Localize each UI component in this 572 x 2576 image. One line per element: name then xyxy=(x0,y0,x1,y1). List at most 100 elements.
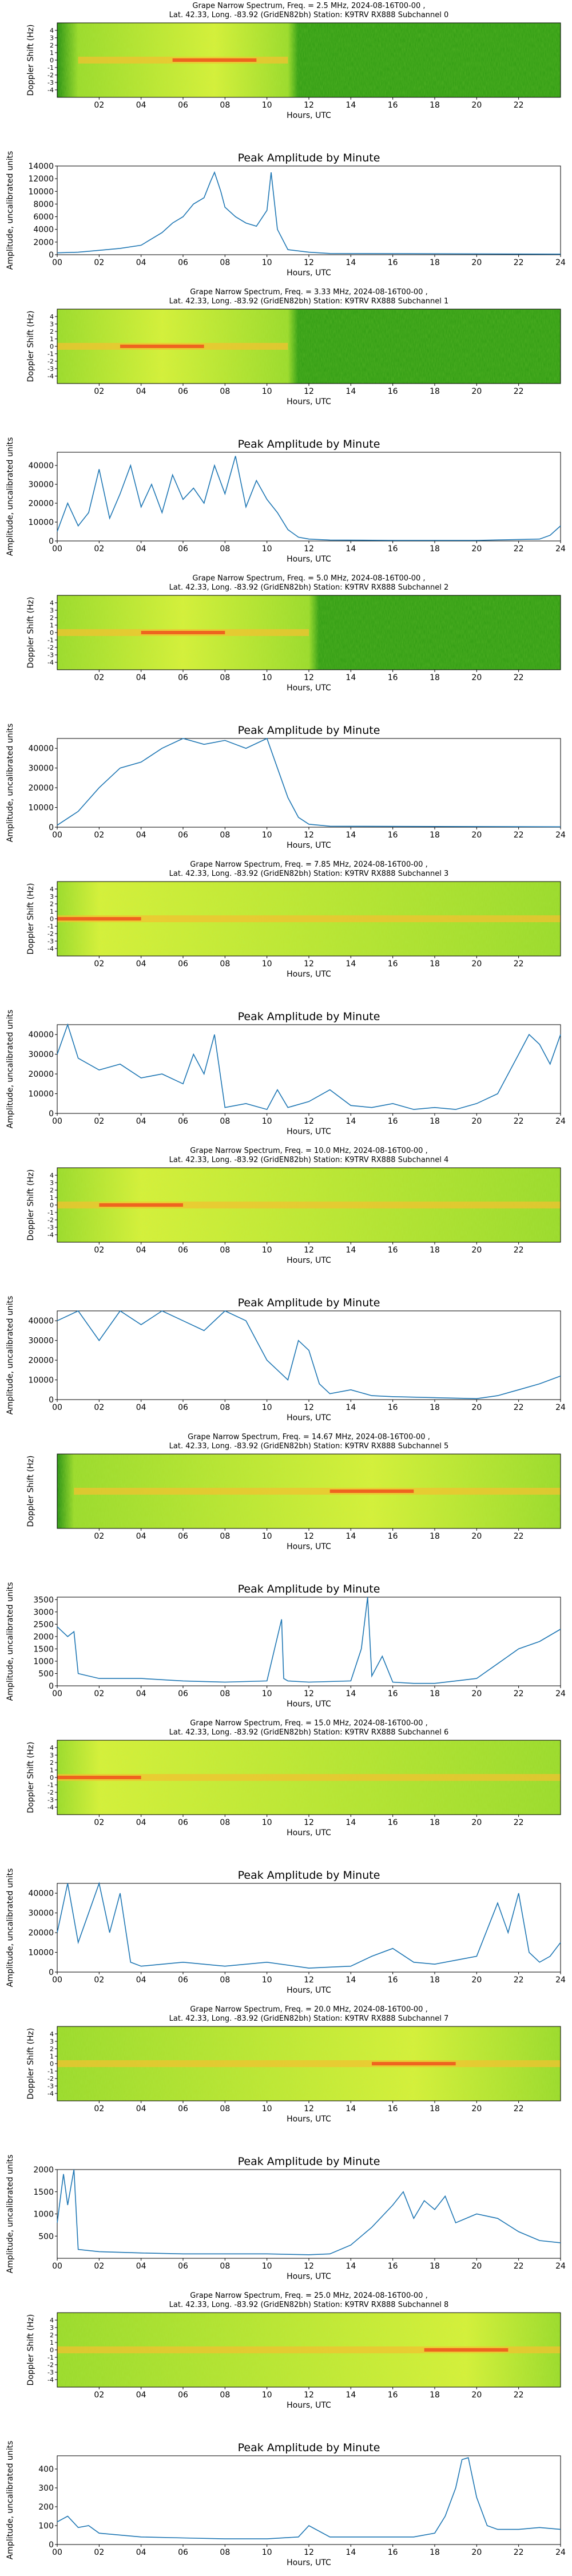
amplitude-ytick-label: 10000 xyxy=(28,187,54,196)
spectrum-xtick-label: 02 xyxy=(94,2104,104,2113)
amplitude-xtick-label: 02 xyxy=(94,258,104,267)
doppler-peak-band xyxy=(329,1490,414,1493)
amplitude-frame xyxy=(57,165,561,255)
spectrum-xtick-label: 18 xyxy=(430,2391,440,2400)
spectrum-ytick-label: 0 xyxy=(50,1774,54,1781)
spectrum-xtick-label: 18 xyxy=(430,101,440,110)
spectrum-ytick-label: 2 xyxy=(50,900,54,908)
spectrum-caption: Lat. 42.33, Long. -83.92 (GridEN82bh) St… xyxy=(169,1728,449,1737)
doppler-peak-band xyxy=(141,631,225,634)
amplitude-xtick-label: 04 xyxy=(136,1689,146,1698)
amplitude-xtick-label: 20 xyxy=(471,2262,482,2271)
spectrum-ytick-label: 2 xyxy=(50,614,54,622)
spectrum-ylabel: Doppler Shift (Hz) xyxy=(26,1456,35,1527)
amplitude-ytick-label: 0 xyxy=(49,537,54,546)
spectrum-xtick-label: 14 xyxy=(345,2391,356,2400)
spectrum-ylabel: Doppler Shift (Hz) xyxy=(26,1742,35,1814)
amplitude-xtick-label: 02 xyxy=(94,2262,104,2271)
amplitude-series-line xyxy=(57,1882,561,1969)
amplitude-xtick-label: 08 xyxy=(220,1689,230,1698)
spectrum-xtick-label: 02 xyxy=(94,1246,104,1255)
spectrum-ytick-label: -3 xyxy=(47,365,54,373)
amplitude-ytick-label: 100 xyxy=(38,2522,54,2531)
spectrum-xtick-label: 12 xyxy=(304,2104,314,2113)
amplitude-xtick-label: 00 xyxy=(52,1976,62,1985)
amplitude-title: Peak Amplitude by Minute xyxy=(238,1297,380,1309)
spectrum-xlabel: Hours, UTC xyxy=(287,397,331,406)
amplitude-series-line xyxy=(57,2169,561,2255)
amplitude-xtick-label: 14 xyxy=(345,1976,356,1985)
spectrum-xlabel: Hours, UTC xyxy=(287,2115,331,2124)
spectrum-xtick-label: 12 xyxy=(304,387,314,396)
amplitude-xtick-label: 14 xyxy=(345,2548,356,2557)
amplitude-xtick-label: 20 xyxy=(471,1403,482,1412)
amplitude-frame xyxy=(57,1597,561,1686)
spectrum-ytick-label: -1 xyxy=(47,923,54,930)
spectrum-xtick-label: 14 xyxy=(345,101,356,110)
doppler-peak-band xyxy=(57,1776,141,1779)
spectrum-xtick-label: 16 xyxy=(388,1532,398,1541)
spectrum-xtick-label: 14 xyxy=(345,673,356,682)
amplitude-xlabel: Hours, UTC xyxy=(287,1413,331,1423)
amplitude-xtick-label: 22 xyxy=(514,2548,524,2557)
spectrum-xtick-label: 02 xyxy=(94,1532,104,1541)
amplitude-xtick-label: 02 xyxy=(94,1689,104,1698)
amplitude-xlabel: Hours, UTC xyxy=(287,1127,331,1136)
amplitude-title: Peak Amplitude by Minute xyxy=(238,1583,380,1595)
spectrum-ytick-label: 1 xyxy=(50,2339,54,2346)
amplitude-xtick-label: 06 xyxy=(178,1976,188,1985)
amplitude-xtick-label: 02 xyxy=(94,544,104,554)
spectrum-xtick-label: 16 xyxy=(388,1246,398,1255)
spectrum-ytick-label: 1 xyxy=(50,622,54,629)
spectrum-caption: Lat. 42.33, Long. -83.92 (GridEN82bh) St… xyxy=(169,297,449,306)
spectrum-xtick-label: 02 xyxy=(94,673,104,682)
spectrum-xtick-label: 22 xyxy=(514,2391,524,2400)
spectrum-title: Grape Narrow Spectrum, Freq. = 14.67 MHz… xyxy=(188,1433,430,1441)
spectrum-ytick-label: 0 xyxy=(50,1202,54,1209)
subchannel-3-panels: Grape Narrow Spectrum, Freq. = 7.85 MHz,… xyxy=(6,860,566,1136)
spectrum-ytick-label: -1 xyxy=(47,637,54,644)
amplitude-xtick-label: 02 xyxy=(94,1403,104,1412)
amplitude-ytick-label: 2000 xyxy=(33,2166,54,2175)
amplitude-xtick-label: 12 xyxy=(304,2548,314,2557)
spectrum-ytick-label: 1 xyxy=(50,1767,54,1774)
amplitude-ytick-label: 20000 xyxy=(28,1356,54,1365)
spectrum-xtick-label: 20 xyxy=(471,1532,482,1541)
spectrum-ytick-label: 4 xyxy=(50,599,54,607)
spectrum-ytick-label: -3 xyxy=(47,938,54,945)
amplitude-xtick-label: 10 xyxy=(262,2262,272,2271)
amplitude-ylabel: Amplitude, uncalibrated units xyxy=(6,151,15,270)
spectrum-ytick-label: 4 xyxy=(50,27,54,34)
amplitude-xtick-label: 16 xyxy=(388,544,398,554)
spectrum-ytick-label: -4 xyxy=(47,945,54,953)
spectrum-xtick-label: 18 xyxy=(430,959,440,969)
spectrum-ytick-label: 1 xyxy=(50,908,54,915)
spectrum-xlabel: Hours, UTC xyxy=(287,2401,331,2410)
spectrum-xtick-label: 22 xyxy=(514,1532,524,1541)
amplitude-xtick-label: 08 xyxy=(220,2262,230,2271)
spectrum-xtick-label: 06 xyxy=(178,1532,188,1541)
spectrum-xtick-label: 16 xyxy=(388,1818,398,1827)
spectrum-ytick-label: -2 xyxy=(47,1216,54,1224)
amplitude-ytick-label: 40000 xyxy=(28,1317,54,1326)
spectrum-ytick-label: -1 xyxy=(47,350,54,358)
amplitude-xtick-label: 24 xyxy=(555,2548,566,2557)
spectrum-ytick-label: 4 xyxy=(50,313,54,321)
amplitude-ytick-label: 0 xyxy=(49,1682,54,1691)
amplitude-xtick-label: 18 xyxy=(430,2548,440,2557)
amplitude-xtick-label: 00 xyxy=(52,1117,62,1126)
spectrum-ytick-label: 4 xyxy=(50,886,54,893)
amplitude-xtick-label: 20 xyxy=(471,1689,482,1698)
spectrum-xtick-label: 02 xyxy=(94,101,104,110)
amplitude-xtick-label: 14 xyxy=(345,544,356,554)
amplitude-frame xyxy=(57,452,561,542)
spectrum-ytick-label: -2 xyxy=(47,358,54,365)
spectrum-ylabel: Doppler Shift (Hz) xyxy=(26,597,35,669)
amplitude-ylabel: Amplitude, uncalibrated units xyxy=(6,1868,15,1988)
amplitude-xlabel: Hours, UTC xyxy=(287,268,331,278)
spectrum-ytick-label: 0 xyxy=(50,915,54,923)
spectrum-ytick-label: -1 xyxy=(47,64,54,72)
amplitude-xtick-label: 10 xyxy=(262,831,272,840)
spectrum-xtick-label: 08 xyxy=(220,101,230,110)
amplitude-ylabel: Amplitude, uncalibrated units xyxy=(6,2441,15,2560)
